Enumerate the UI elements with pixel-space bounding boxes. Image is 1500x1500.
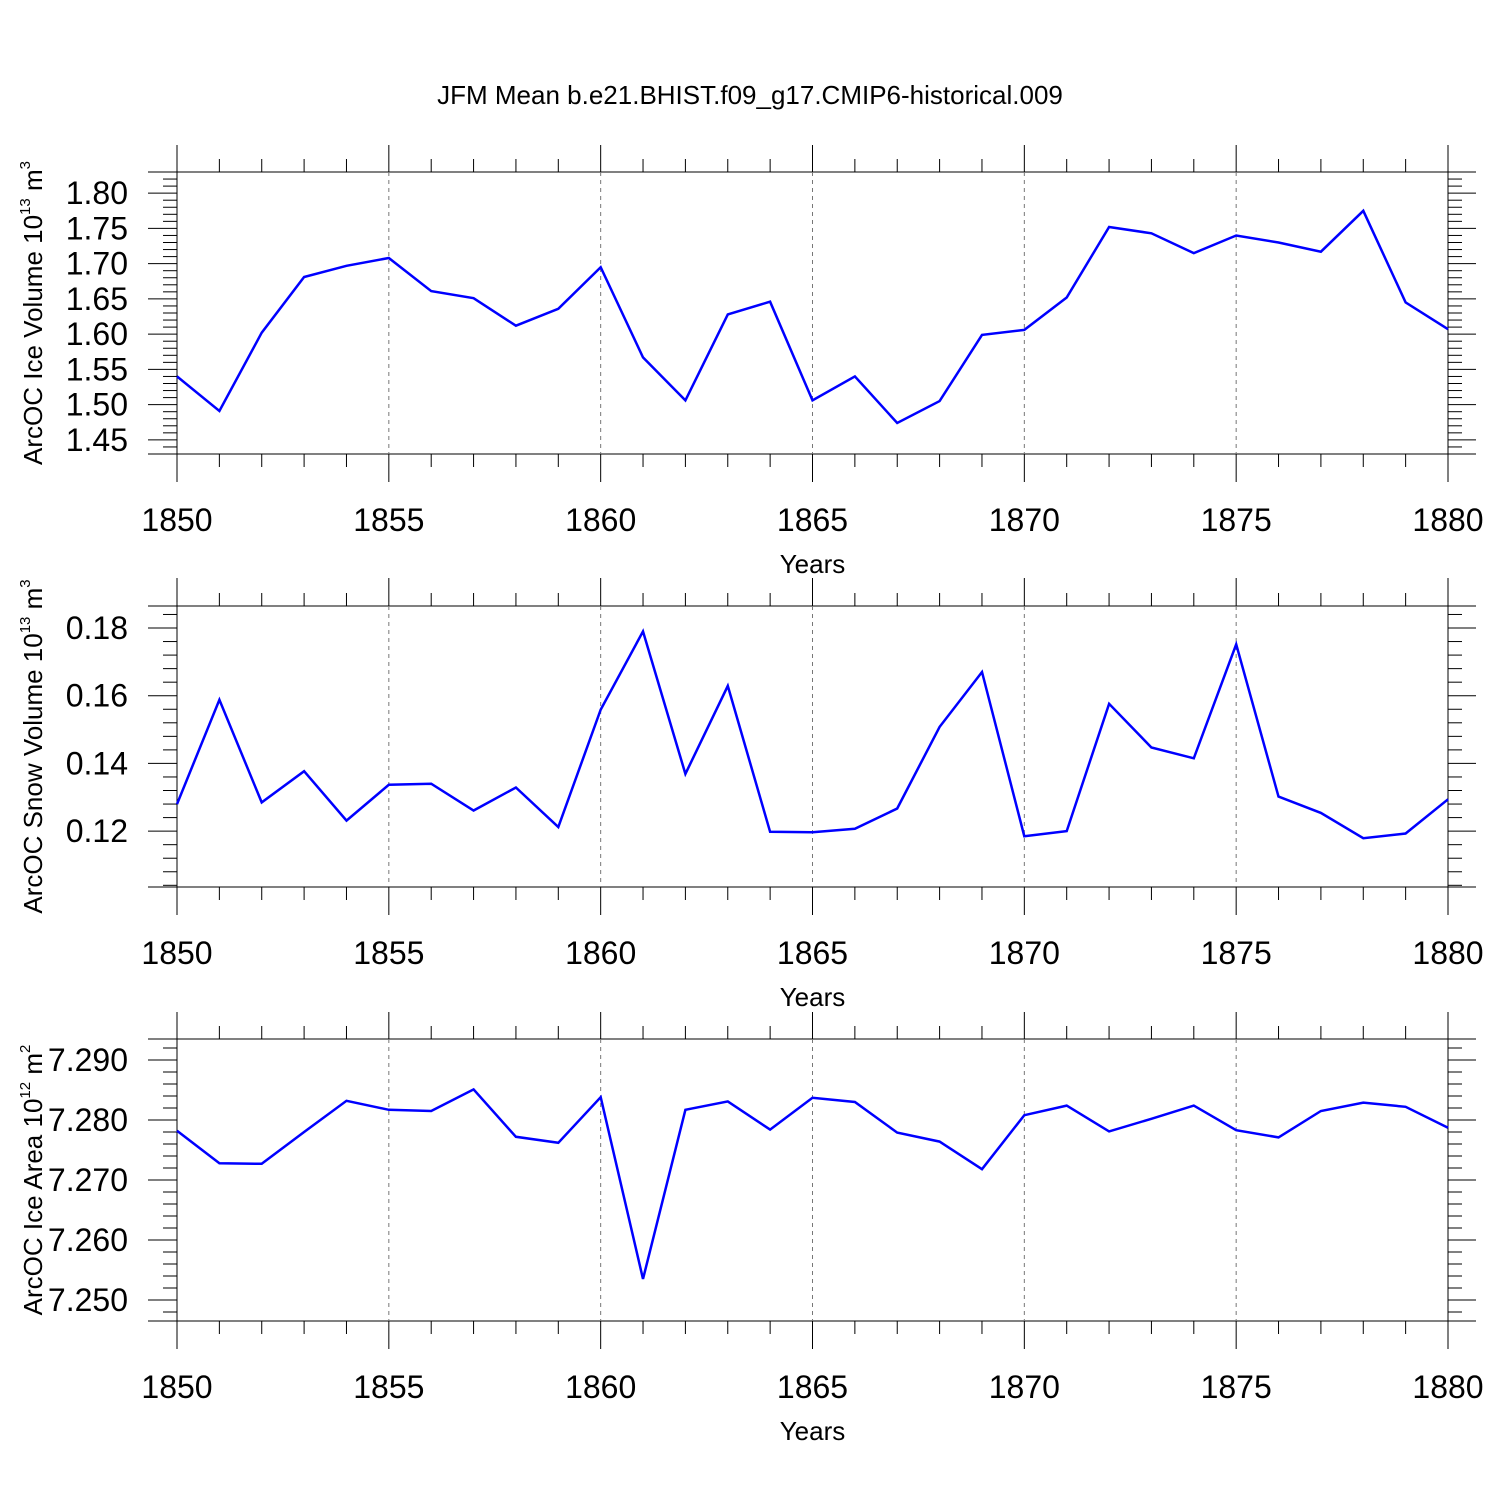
x-tick-label: 1860 [565,502,636,538]
x-axis-title: Years [780,982,846,1012]
y-tick-label: 0.16 [66,678,128,714]
panel-ice-volume: 1.451.501.551.601.651.701.751.80 1850 1855… [17,145,1484,579]
y-axis-title-superscript: 13 [17,617,34,634]
y-tick-label: 1.45 [66,422,128,458]
y-tick-label: 1.65 [66,281,128,317]
x-tick-label: 1850 [141,935,212,971]
y-axis-title-part: ArcOC Ice Area 10 [18,1099,48,1316]
y-tick-label: 7.270 [48,1162,128,1198]
y-tick-label: 1.75 [66,210,128,246]
x-tick-label: 1865 [777,502,848,538]
x-tick-label: 1865 [777,1369,848,1405]
y-tick-label: 1.50 [66,387,128,423]
y-tick-label: 7.290 [48,1042,128,1078]
y-axis-title-superscript: 13 [17,198,34,215]
y-tick-label: 0.12 [66,813,128,849]
x-tick-label: 1860 [565,935,636,971]
x-tick-label: 1870 [989,502,1060,538]
x-tick-label: 1855 [353,502,424,538]
y-axis-title: ArcOC Snow Volume 1013 m3 [17,579,48,913]
panel-snow-volume: 0.12 0.14 0.16 0.18 1850 1855 1860 1865 1870 1875… [17,578,1484,1012]
x-tick-label: 1850 [141,502,212,538]
y-axis-title-part: m [18,169,48,198]
y-axis-title: ArcOC Ice Volume 1013 m3 [17,161,48,465]
x-tick-label: 1850 [141,1369,212,1405]
x-tick-label: 1855 [353,1369,424,1405]
y-axis-title-part: m [18,588,48,617]
x-tick-label: 1865 [777,935,848,971]
y-axis-title-part: ArcOC Ice Volume 10 [18,215,48,465]
y-tick-label: 0.14 [66,745,128,781]
x-tick-label: 1875 [1201,502,1272,538]
y-axis-title-superscript: 12 [17,1082,34,1099]
data-series-line [175,628,1449,840]
y-axis-title-part: m [18,1053,48,1082]
data-series-line [176,1087,1449,1280]
y-axis-title-part: ArcOC Snow Volume 10 [18,633,48,913]
x-tick-label: 1880 [1412,502,1483,538]
x-tick-label: 1870 [989,1369,1060,1405]
y-tick-label: 7.250 [48,1282,128,1318]
x-tick-label: 1860 [565,1369,636,1405]
y-axis-title-superscript: 2 [17,1045,34,1053]
x-tick-label: 1875 [1201,1369,1272,1405]
x-tick-label: 1880 [1412,935,1483,971]
y-tick-label: 1.70 [66,246,128,282]
y-axis-title-superscript: 3 [17,161,34,169]
x-axis-title: Years [780,549,846,579]
x-tick-label: 1875 [1201,935,1272,971]
x-tick-label: 1870 [989,935,1060,971]
y-tick-label: 7.260 [48,1222,128,1258]
panel-ice-area: 7.250 7.260 7.270 7.280 7.290 1850 1855 1860 186… [17,1012,1484,1446]
x-tick-label: 1880 [1412,1369,1483,1405]
y-tick-label: 7.280 [48,1102,128,1138]
data-series-line [176,208,1449,425]
x-tick-label: 1855 [353,935,424,971]
y-tick-label: 1.60 [66,316,128,352]
y-tick-label: 1.55 [66,351,128,387]
chart-title: JFM Mean b.e21.BHIST.f09_g17.CMIP6-histo… [437,80,1063,110]
y-tick-label: 1.80 [66,175,128,211]
y-axis-title-superscript: 3 [17,579,34,587]
x-axis-title: Years [780,1416,846,1446]
y-tick-label: 0.18 [66,610,128,646]
y-axis-title: ArcOC Ice Area 1012 m2 [17,1045,48,1316]
